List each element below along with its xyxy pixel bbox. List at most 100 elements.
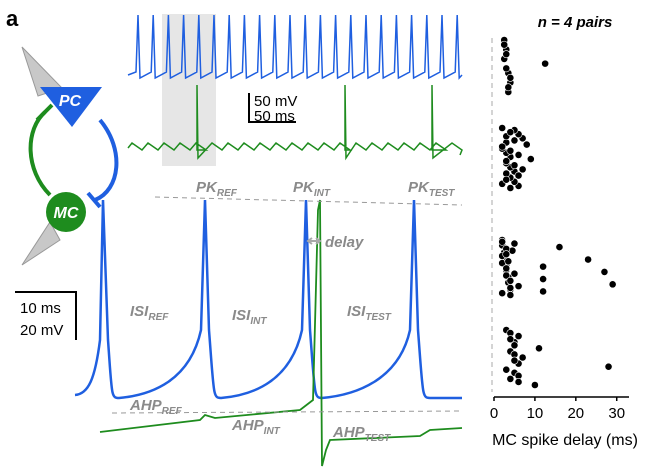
scale-label: 50 ms <box>254 108 295 125</box>
x-tick-label: 20 <box>567 405 584 422</box>
point <box>506 146 515 155</box>
scale-label: 10 ms <box>20 300 61 317</box>
point <box>510 136 519 145</box>
annotation-sub: REF <box>148 312 169 323</box>
chart-title: n = 4 pairs <box>538 14 613 31</box>
annotation: PKTEST <box>408 179 455 199</box>
synapse <box>86 191 102 209</box>
point <box>514 171 523 180</box>
point <box>518 165 527 174</box>
electrode <box>21 221 61 266</box>
point <box>531 381 539 389</box>
point <box>539 275 547 283</box>
synapse <box>35 103 54 122</box>
x-tick-label: 10 <box>527 405 544 422</box>
cell-label: PC <box>59 93 82 110</box>
point <box>498 237 507 246</box>
annotation: ISITEST <box>347 303 392 323</box>
scale-label: 50 mV <box>254 93 297 110</box>
point <box>522 140 531 149</box>
annotation: PKINT <box>293 179 331 199</box>
point <box>604 362 613 371</box>
point <box>506 284 515 292</box>
point <box>510 269 519 278</box>
scale-bar <box>15 291 77 340</box>
point <box>535 344 543 353</box>
annotation: delay <box>325 234 364 251</box>
trace <box>127 14 463 80</box>
point <box>600 268 609 276</box>
point <box>510 341 519 350</box>
traces <box>74 14 463 467</box>
point <box>584 255 592 264</box>
trace <box>74 199 462 400</box>
trace <box>99 199 463 467</box>
point <box>555 243 564 251</box>
annotation: ISIREF <box>130 303 169 323</box>
point <box>506 291 515 299</box>
annotation-sub: INT <box>250 316 267 327</box>
point <box>502 365 511 374</box>
annotation: AHPTEST <box>332 424 391 444</box>
point <box>510 356 519 365</box>
annotation-sub: REF <box>217 188 238 199</box>
point <box>514 282 523 291</box>
scale-bar <box>248 93 296 123</box>
strip-plot: n = 4 pairs 0 10 20 30 MC spike delay (ms) <box>490 14 638 449</box>
point <box>506 276 515 285</box>
ref-line <box>111 410 463 414</box>
annotation-main: PK <box>408 179 430 196</box>
point <box>502 50 511 59</box>
point <box>504 83 513 92</box>
x-tick-label: 30 <box>608 405 625 422</box>
annotation-sub: TEST <box>365 312 391 323</box>
point <box>498 142 507 151</box>
pc-cell <box>40 87 102 127</box>
annotation: ISIINT <box>232 307 267 327</box>
annotation: AHPINT <box>231 417 281 437</box>
annotation-sub: TEST <box>365 433 391 444</box>
point <box>504 257 513 266</box>
highlight <box>162 14 216 166</box>
annotation-main: AHP <box>231 417 265 434</box>
point <box>502 250 511 259</box>
mc-cell <box>46 192 86 232</box>
axon <box>94 118 119 202</box>
annotation-sub: INT <box>314 188 331 199</box>
annotation-sub: REF <box>162 406 183 417</box>
trace <box>127 84 463 161</box>
point <box>539 287 547 296</box>
x-tick-label: 0 <box>490 405 498 422</box>
delay-arrow <box>306 237 322 245</box>
annotation-main: AHP <box>129 397 163 414</box>
point <box>514 150 523 159</box>
ref-line <box>154 196 463 206</box>
annotation-main: ISI <box>232 307 251 324</box>
point <box>506 128 515 137</box>
point <box>506 335 515 344</box>
x-axis-label: MC spike delay (ms) <box>492 432 638 449</box>
annotation-main: ISI <box>130 303 149 320</box>
cell-label: MC <box>54 205 79 222</box>
point <box>541 59 550 68</box>
annotation: AHPREF <box>129 397 183 417</box>
point <box>502 264 511 273</box>
point <box>506 184 515 192</box>
point <box>502 157 511 166</box>
annotation-main: AHP <box>332 424 366 441</box>
point <box>539 262 547 271</box>
panel-label: a <box>6 6 19 31</box>
point <box>506 374 515 383</box>
scale-label: 20 mV <box>20 322 63 339</box>
annotation-sub: TEST <box>429 188 455 199</box>
annotation-sub: INT <box>264 426 281 437</box>
point <box>502 64 511 73</box>
point <box>498 124 507 132</box>
point <box>506 73 515 82</box>
point <box>502 175 511 184</box>
point <box>514 378 523 386</box>
point <box>510 239 519 248</box>
annotation-main: PK <box>196 179 218 196</box>
